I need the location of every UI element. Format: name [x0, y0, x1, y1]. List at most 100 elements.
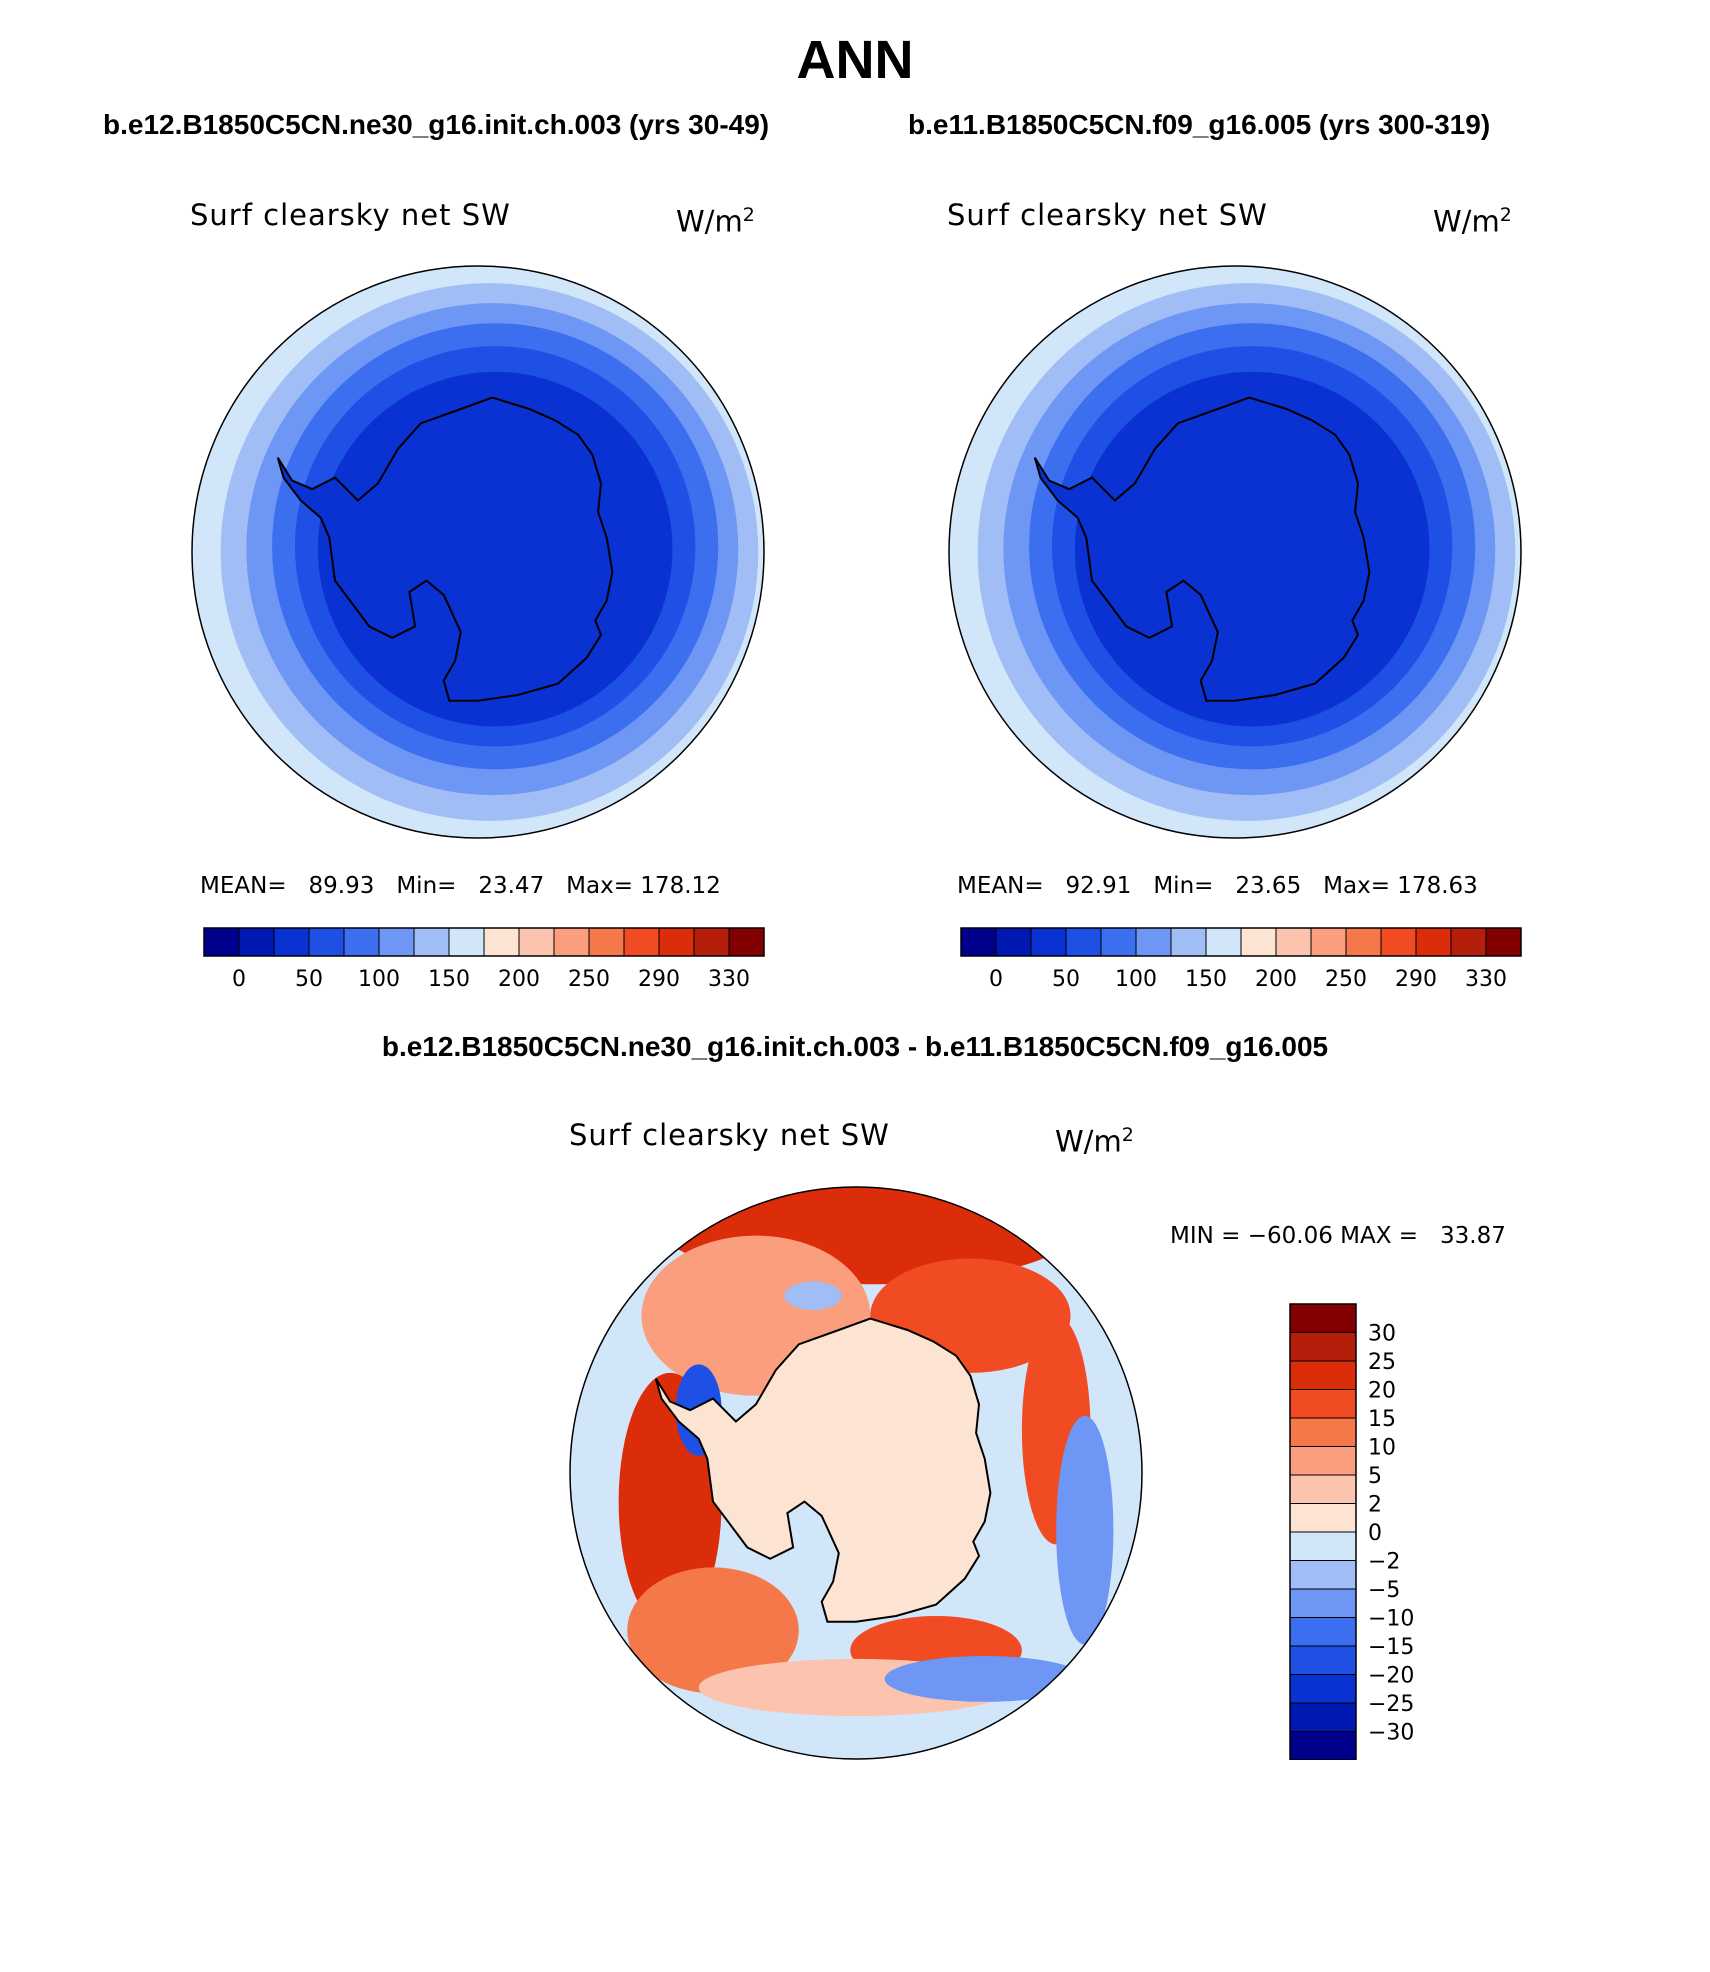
- panel2-colorbar-tick-label: 290: [1395, 967, 1437, 990]
- panel3-colorbar-box-3: [1289, 1389, 1357, 1419]
- panel3-units: W/m2: [1055, 1124, 1134, 1159]
- panel3-colorbar-box-10: [1289, 1588, 1357, 1618]
- panel3-colorbar-tick-label: 2: [1368, 1493, 1382, 1518]
- panel3-positive-feature-1: [884, 1656, 1085, 1702]
- panel1-colorbar-box-11: [588, 927, 625, 957]
- panel1-colorbar-frame: [203, 927, 765, 957]
- panel1-max-value: 178.12: [640, 873, 721, 899]
- panel3-colorbar-tick-label: −10: [1368, 1607, 1414, 1632]
- panel1-colorbar-box-12: [623, 927, 660, 957]
- panel3-colorbar-box-15: [1289, 1731, 1357, 1760]
- panel2-antarctica-coastline: [1033, 396, 1371, 702]
- case1-title: b.e12.B1850C5CN.ne30_g16.init.ch.003 (yr…: [103, 109, 770, 140]
- panel3-colorbar-tick-label: −20: [1368, 1664, 1414, 1689]
- diff-title: b.e12.B1850C5CN.ne30_g16.init.ch.003 - b…: [381, 1031, 1329, 1062]
- panel3-variable-label: Surf clearsky net SW: [569, 1118, 890, 1152]
- panel1-mean-label: MEAN=: [200, 873, 287, 899]
- panel2-units: W/m2: [1433, 204, 1512, 239]
- panel1-colorbar-tick-label: 250: [568, 967, 610, 990]
- panel3-colorbar-box-1: [1289, 1332, 1357, 1362]
- panel1-colorbar-tick-label: 0: [232, 967, 246, 990]
- panel1-antarctica-coastline: [276, 396, 614, 702]
- panel1-colorbar-box-14: [693, 927, 730, 957]
- panel1-colorbar-tick-label: 150: [428, 967, 470, 990]
- panel1-colorbar-box-9: [518, 927, 555, 957]
- panel1-colorbar-box-13: [658, 927, 695, 957]
- panel1-colorbar-box-8: [483, 927, 520, 957]
- panel3-colorbar-tick-label: 15: [1368, 1407, 1396, 1432]
- colorbar-panel-1: 0 50 100 150 200 250 290 330: [203, 927, 765, 990]
- panel3-antarctica-coastline: [654, 1317, 992, 1623]
- panel1-colorbar-box-4: [343, 927, 380, 957]
- panel1-variable-label: Surf clearsky net SW: [190, 198, 511, 232]
- panel3-colorbar-tick-label: −15: [1368, 1635, 1414, 1660]
- panel1-map-boundary: [191, 265, 765, 839]
- panel1-colorbar-box-1: [238, 927, 275, 957]
- panel3-colorbar-box-8: [1289, 1531, 1357, 1561]
- panel3-minmax: MIN = −60.06 MAX = 33.87: [1170, 1223, 1506, 1249]
- panel2-colorbar-box-8: [1240, 927, 1277, 957]
- panel2-colorbar-box-1: [995, 927, 1032, 957]
- panel2-colorbar-tick-label: 200: [1255, 967, 1297, 990]
- panel2-colorbar-tick-label: 0: [989, 967, 1003, 990]
- panel2-mean-label: MEAN=: [957, 873, 1044, 899]
- panel1-units: W/m2: [676, 204, 755, 239]
- panel3-colorbar-box-4: [1289, 1417, 1357, 1447]
- panel1-colorbar-box-3: [308, 927, 345, 957]
- panel3-colorbar-box-5: [1289, 1446, 1357, 1476]
- panel2-colorbar-box-14: [1450, 927, 1487, 957]
- panel1-min-label: Min=: [396, 873, 457, 899]
- panel1-min-value: 23.47: [478, 873, 545, 899]
- panel2-colorbar-tick-label: 50: [1052, 967, 1080, 990]
- panel1-colorbar-tick-label: 200: [498, 967, 540, 990]
- panel3-colorbar-tick-label: 10: [1368, 1436, 1396, 1461]
- panel3-negative-feature-4: [627, 1567, 799, 1694]
- panel2-map-boundary: [948, 265, 1522, 839]
- panel2-colorbar-box-6: [1170, 927, 1207, 957]
- panel3-map-boundary: [569, 1186, 1143, 1760]
- panel1-mean-value: 89.93: [308, 873, 375, 899]
- panel3-colorbar-box-6: [1289, 1474, 1357, 1504]
- panel3-colorbar-tick-label: 30: [1368, 1322, 1396, 1347]
- panel2-colorbar-frame: [960, 927, 1522, 957]
- panel1-colorbar-tick-label: 330: [708, 967, 750, 990]
- panel1-colorbar-box-0: [203, 927, 240, 957]
- panel2-variable-label: Surf clearsky net SW: [947, 198, 1268, 232]
- panel1-colorbar-box-10: [553, 927, 590, 957]
- panel1-stats: MEAN= 89.93 Min= 23.47 Max= 178.12: [200, 872, 721, 900]
- main-title: ANN: [796, 30, 914, 90]
- panel3-colorbar-box-12: [1289, 1645, 1357, 1675]
- panel3-positive-feature-3: [784, 1281, 842, 1310]
- panel1-colorbar-tick-label: 50: [295, 967, 323, 990]
- panel2-stats: MEAN= 92.91 Min= 23.65 Max= 178.63: [957, 872, 1478, 900]
- panel2-colorbar-tick-label: 330: [1465, 967, 1507, 990]
- panel3-colorbar-tick-label: −25: [1368, 1692, 1414, 1717]
- map-panel-2: [948, 265, 1522, 839]
- panel1-colorbar-box-7: [448, 927, 485, 957]
- panel2-colorbar-box-0: [960, 927, 997, 957]
- panel2-mean-value: 92.91: [1065, 873, 1132, 899]
- panel3-colorbar-tick-label: −30: [1368, 1721, 1414, 1746]
- panel1-colorbar-tick-label: 290: [638, 967, 680, 990]
- panel2-min-label: Min=: [1153, 873, 1214, 899]
- panel3-colorbar-box-11: [1289, 1617, 1357, 1647]
- panel2-colorbar-box-9: [1275, 927, 1312, 957]
- panel2-min-value: 23.65: [1235, 873, 1302, 899]
- panel3-colorbar-box-14: [1289, 1702, 1357, 1732]
- panel1-colorbar-box-15: [728, 927, 765, 957]
- panel2-colorbar-tick-label: 100: [1115, 967, 1157, 990]
- panel1-colorbar-box-6: [413, 927, 450, 957]
- panel2-max-value: 178.63: [1397, 873, 1478, 899]
- panel2-colorbar-box-15: [1485, 927, 1522, 957]
- panel2-max-label: Max=: [1323, 873, 1390, 899]
- panel3-colorbar-tick-label: −2: [1368, 1550, 1400, 1575]
- panel2-colorbar-box-10: [1310, 927, 1347, 957]
- panel3-colorbar-frame: [1289, 1303, 1357, 1760]
- panel3-colorbar-box-9: [1289, 1560, 1357, 1590]
- panel2-colorbar-box-11: [1345, 927, 1382, 957]
- map-panel-1: [191, 265, 765, 839]
- panel3-colorbar-box-13: [1289, 1674, 1357, 1704]
- panel2-colorbar-tick-label: 250: [1325, 967, 1367, 990]
- panel2-colorbar-box-2: [1030, 927, 1067, 957]
